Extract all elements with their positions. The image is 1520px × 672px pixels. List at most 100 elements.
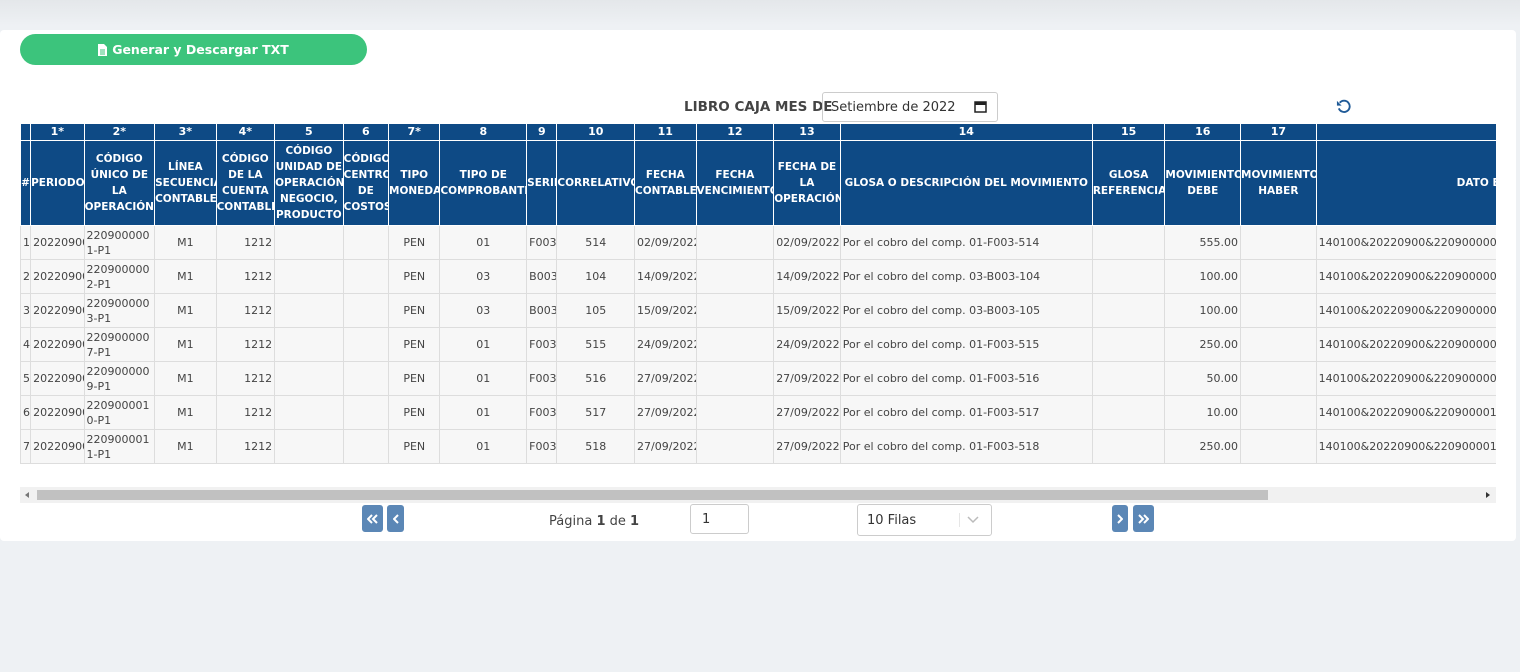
table-cell xyxy=(1091,429,1166,464)
first-page-button[interactable] xyxy=(362,505,383,532)
table-cell: M1 xyxy=(154,259,217,294)
table-row[interactable]: 1 20220900 2209000001-P1 M1 1212 PEN 01 F003 514… xyxy=(20,225,1496,260)
table-row[interactable]: 7 20220900 2209000011-P1 M1 1212 PEN 01 F003 518… xyxy=(20,429,1496,464)
next-page-button[interactable] xyxy=(1112,505,1128,532)
table-cell: PEN xyxy=(388,225,441,260)
table-cell xyxy=(1240,395,1317,430)
table-cell: 555.00 xyxy=(1164,225,1242,260)
table-cell xyxy=(274,395,344,430)
prev-page-button[interactable] xyxy=(387,505,404,532)
table-cell xyxy=(1240,293,1317,328)
table-cell: 03 xyxy=(439,293,528,328)
table-cell: 15/09/2022 xyxy=(634,293,697,328)
last-page-button[interactable] xyxy=(1133,505,1154,532)
page-input[interactable]: 1 xyxy=(690,504,749,534)
table-cell xyxy=(342,327,390,362)
table-cell: B003 xyxy=(526,293,558,328)
table-cell: 14/09/2022 xyxy=(773,259,841,294)
column-header: GLOSA REFERENCIAL xyxy=(1091,140,1166,226)
column-number: 3* xyxy=(154,123,217,141)
column-number: 6 xyxy=(342,123,390,141)
table-cell: 1212 xyxy=(215,293,276,328)
table-cell: 1212 xyxy=(215,327,276,362)
table-cell: 15/09/2022 xyxy=(773,293,841,328)
page-size-select[interactable]: 10 Filas xyxy=(857,504,992,536)
table-row[interactable]: 5 20220900 2209000009-P1 M1 1212 PEN 01 F003 516… xyxy=(20,361,1496,396)
table-cell: 1212 xyxy=(215,361,276,396)
table-cell: 518 xyxy=(556,429,636,464)
table-cell: M1 xyxy=(154,225,217,260)
table-cell xyxy=(1091,293,1166,328)
table-cell xyxy=(342,259,390,294)
scroll-right[interactable] xyxy=(1486,492,1491,498)
table-cell: F003 xyxy=(526,429,558,464)
table-cell: 2209000003-P1 xyxy=(83,293,156,328)
table-cell: 140100&20220900&2209000002-P1& xyxy=(1315,259,1496,294)
scrollbar[interactable] xyxy=(20,487,1496,503)
table-cell: 2209000009-P1 xyxy=(83,361,156,396)
generate-label: Generar y Descargar TXT xyxy=(112,42,289,57)
table-cell: PEN xyxy=(388,361,441,396)
table-cell xyxy=(1240,327,1317,362)
table-cell: M1 xyxy=(154,429,217,464)
number-row: 1* 2* 3* 4* 5 6 7* 8 9 10 11 12 13 14 15 16 17 xyxy=(20,123,1496,141)
table-cell: 140100&20220900&2209000010-P1& xyxy=(1315,395,1496,430)
table-cell: 10.00 xyxy=(1164,395,1242,430)
table-cell xyxy=(1091,225,1166,260)
table-cell xyxy=(1240,225,1317,260)
table-row[interactable]: 3 20220900 2209000003-P1 M1 1212 PEN 03 B003 105… xyxy=(20,293,1496,328)
table-cell xyxy=(1091,327,1166,362)
column-header: # xyxy=(20,140,32,226)
column-header: PERIODO xyxy=(30,140,85,226)
table-cell: 20220900 xyxy=(30,327,85,362)
table-cell xyxy=(274,225,344,260)
table-cell: 140100&20220900&2209000001-P1& xyxy=(1315,225,1496,260)
table-cell: 7 xyxy=(20,429,32,464)
table-cell: Por el cobro del comp. 01-F003-517 xyxy=(839,395,1093,430)
scroll-thumb[interactable] xyxy=(37,490,1268,500)
column-header: TIPO MONEDA xyxy=(388,140,441,226)
table-cell xyxy=(1091,395,1166,430)
generate-button[interactable]: Generar y Descargar TXT xyxy=(20,34,367,65)
table-cell: 14/09/2022 xyxy=(634,259,697,294)
table-cell: F003 xyxy=(526,327,558,362)
table-cell: 02/09/2022 xyxy=(634,225,697,260)
table-cell: 3 xyxy=(20,293,32,328)
table-cell xyxy=(274,429,344,464)
table-cell: F003 xyxy=(526,361,558,396)
column-header: CÓDIGO UNIDAD DE OPERACIÓN, NEGOCIO, PRO… xyxy=(274,140,344,226)
table-cell: F003 xyxy=(526,225,558,260)
table-cell xyxy=(695,327,775,362)
table-cell: 24/09/2022 xyxy=(634,327,697,362)
table-cell: PEN xyxy=(388,259,441,294)
table-cell xyxy=(342,293,390,328)
table-cell: 20220900 xyxy=(30,395,85,430)
table-cell: 2209000002-P1 xyxy=(83,259,156,294)
column-header: DATO EST xyxy=(1315,140,1496,226)
table-cell: 514 xyxy=(556,225,636,260)
table-row[interactable]: 4 20220900 2209000007-P1 M1 1212 PEN 01 F003 515… xyxy=(20,327,1496,362)
month-value: Setiembre de 2022 xyxy=(831,100,956,115)
table-cell: 27/09/2022 xyxy=(773,395,841,430)
table-row[interactable]: 2 20220900 2209000002-P1 M1 1212 PEN 03 B003 104… xyxy=(20,259,1496,294)
month-input[interactable]: Setiembre de 2022 xyxy=(822,92,998,122)
table-cell: M1 xyxy=(154,395,217,430)
top-bar xyxy=(0,0,1520,26)
column-number: 16 xyxy=(1164,123,1242,141)
table-row[interactable]: 6 20220900 2209000010-P1 M1 1212 PEN 01 F003 517… xyxy=(20,395,1496,430)
current-page: 1 xyxy=(596,514,606,529)
table-cell: 27/09/2022 xyxy=(634,395,697,430)
scroll-left[interactable] xyxy=(25,492,30,498)
table-cell: B003 xyxy=(526,259,558,294)
table-cell: M1 xyxy=(154,327,217,362)
page-info: Página 1 de 1 xyxy=(549,514,639,529)
table-cell: Por el cobro del comp. 01-F003-516 xyxy=(839,361,1093,396)
table-cell: 2 xyxy=(20,259,32,294)
column-number: 8 xyxy=(439,123,528,141)
column-header: MOVIMIENTO HABER xyxy=(1240,140,1317,226)
column-header: CORRELATIVO xyxy=(556,140,636,226)
table-cell: 02/09/2022 xyxy=(773,225,841,260)
refresh-icon[interactable] xyxy=(1336,99,1351,114)
